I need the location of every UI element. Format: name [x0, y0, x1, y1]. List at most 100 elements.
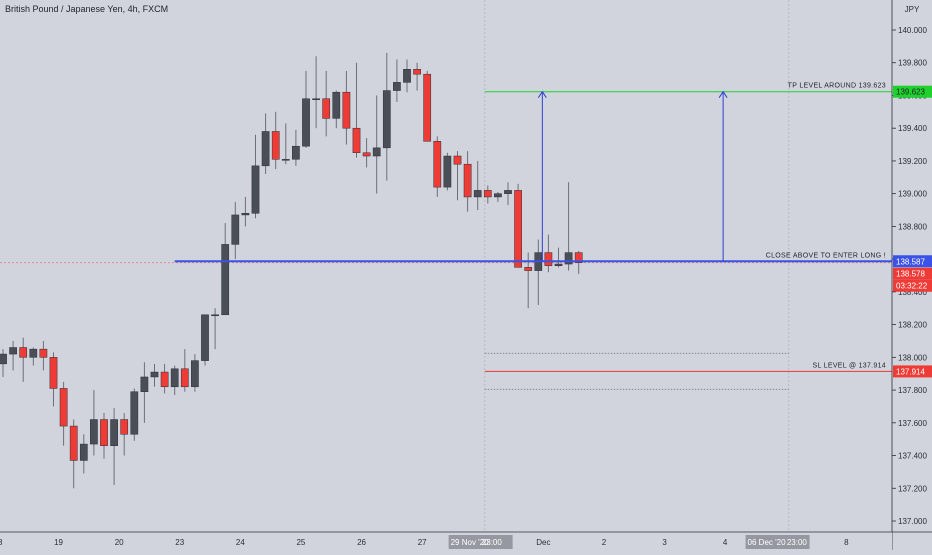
candle-body-up [494, 193, 502, 198]
candle [463, 151, 472, 212]
price-tick-label: 138.200 [898, 321, 927, 330]
candle [150, 363, 159, 387]
candle-body-up [261, 131, 270, 167]
price-tick-label: 139.200 [898, 157, 927, 166]
candle [483, 185, 492, 204]
entry-price-tag-bg [893, 255, 932, 268]
candle [433, 136, 442, 197]
candle [221, 223, 230, 316]
candle [29, 347, 38, 366]
price-tick-label: 137.400 [898, 452, 927, 461]
price-tick-label: 139.400 [898, 124, 927, 133]
candle-body-down [120, 419, 129, 435]
candle [0, 349, 7, 377]
candle-body-up [302, 98, 310, 147]
target-arrow-head [718, 90, 728, 98]
time-tick-label: 20 [115, 538, 124, 547]
candle [19, 337, 28, 382]
candle [342, 70, 351, 145]
candle [231, 201, 240, 260]
candle-body-up [211, 314, 219, 317]
currency-label: JPY [905, 5, 920, 14]
candle-body-down [59, 388, 68, 427]
candle-body-down [39, 348, 48, 358]
candle [413, 62, 421, 91]
candle-body-down [463, 163, 472, 198]
candle [292, 129, 300, 166]
sl-price-tag-bg [893, 365, 932, 378]
time-tick-label: 24 [236, 538, 245, 547]
candle-body-down [180, 368, 189, 388]
candle [473, 160, 482, 211]
candle-body-down [453, 155, 462, 165]
candle [211, 308, 219, 350]
candle-body-down [544, 252, 553, 266]
time-tick-label: 18 [0, 538, 3, 547]
time-tick-label: 19 [54, 538, 63, 547]
tp-price-tag: 139.623 [896, 88, 925, 97]
candle-body-up [140, 376, 149, 392]
candle [544, 234, 553, 273]
date-tag-bg [745, 535, 810, 549]
candle [241, 196, 250, 227]
price-tick-label: 137.200 [898, 484, 927, 493]
candle-body-down [423, 73, 432, 142]
candle [120, 412, 129, 456]
time-axis[interactable] [0, 532, 892, 550]
candle-body-up [150, 371, 159, 378]
candle [49, 352, 58, 407]
time-tick-label: 25 [296, 538, 305, 547]
symbol-title: British Pound / Japanese Yen, 4h, FXCM [5, 4, 169, 14]
candle [201, 314, 209, 366]
time-tick-label: 26 [357, 538, 366, 547]
candle-body-up [332, 91, 341, 119]
entry-price-tag: 138.587 [896, 257, 925, 266]
candle-body-up [110, 419, 118, 446]
candle-body-down [413, 69, 421, 75]
plot-area[interactable] [0, 0, 892, 532]
date-tag-label: 06 Dec '20 [748, 538, 787, 547]
date-tag-label: 29 Nov '20 [451, 538, 490, 547]
sl-level-label: SL LEVEL @ 137.914 [813, 362, 886, 369]
candle [39, 340, 48, 371]
candle [554, 247, 563, 268]
candle [372, 95, 381, 194]
candle [100, 412, 108, 459]
candle-body-up [0, 353, 7, 365]
candle-body-down [342, 91, 351, 129]
candle [362, 138, 371, 168]
candle-body-up [382, 90, 391, 149]
candle-body-down [483, 190, 492, 198]
candle [160, 363, 169, 394]
candle-body-down [271, 131, 280, 160]
candle-body-up [504, 190, 512, 194]
candle [332, 90, 341, 129]
candle-body-up [201, 314, 209, 361]
candle [312, 56, 320, 129]
target-arrow-head [537, 90, 547, 98]
time-tick-label: 27 [418, 538, 427, 547]
price-tick-label: 138.000 [898, 353, 927, 362]
candle-body-down [100, 419, 108, 446]
candle-body-up [554, 263, 563, 266]
time-tick-label: 23 [175, 538, 184, 547]
candle-body-down [19, 347, 28, 358]
time-tick-label: 4 [723, 538, 728, 547]
candle [110, 408, 118, 485]
candle [140, 362, 149, 423]
candle [251, 134, 260, 219]
time-tick-label: Dec [536, 538, 550, 547]
candle-body-up [221, 244, 230, 316]
candle [79, 434, 88, 474]
candle-body-down [574, 252, 583, 263]
candle-body-up [312, 98, 320, 100]
candle-body-down [322, 98, 331, 119]
candle [382, 52, 391, 181]
candle [514, 183, 522, 268]
candle [69, 419, 78, 489]
candle [574, 250, 583, 274]
candle-body-up [281, 159, 290, 161]
candle-body-up [473, 190, 482, 198]
